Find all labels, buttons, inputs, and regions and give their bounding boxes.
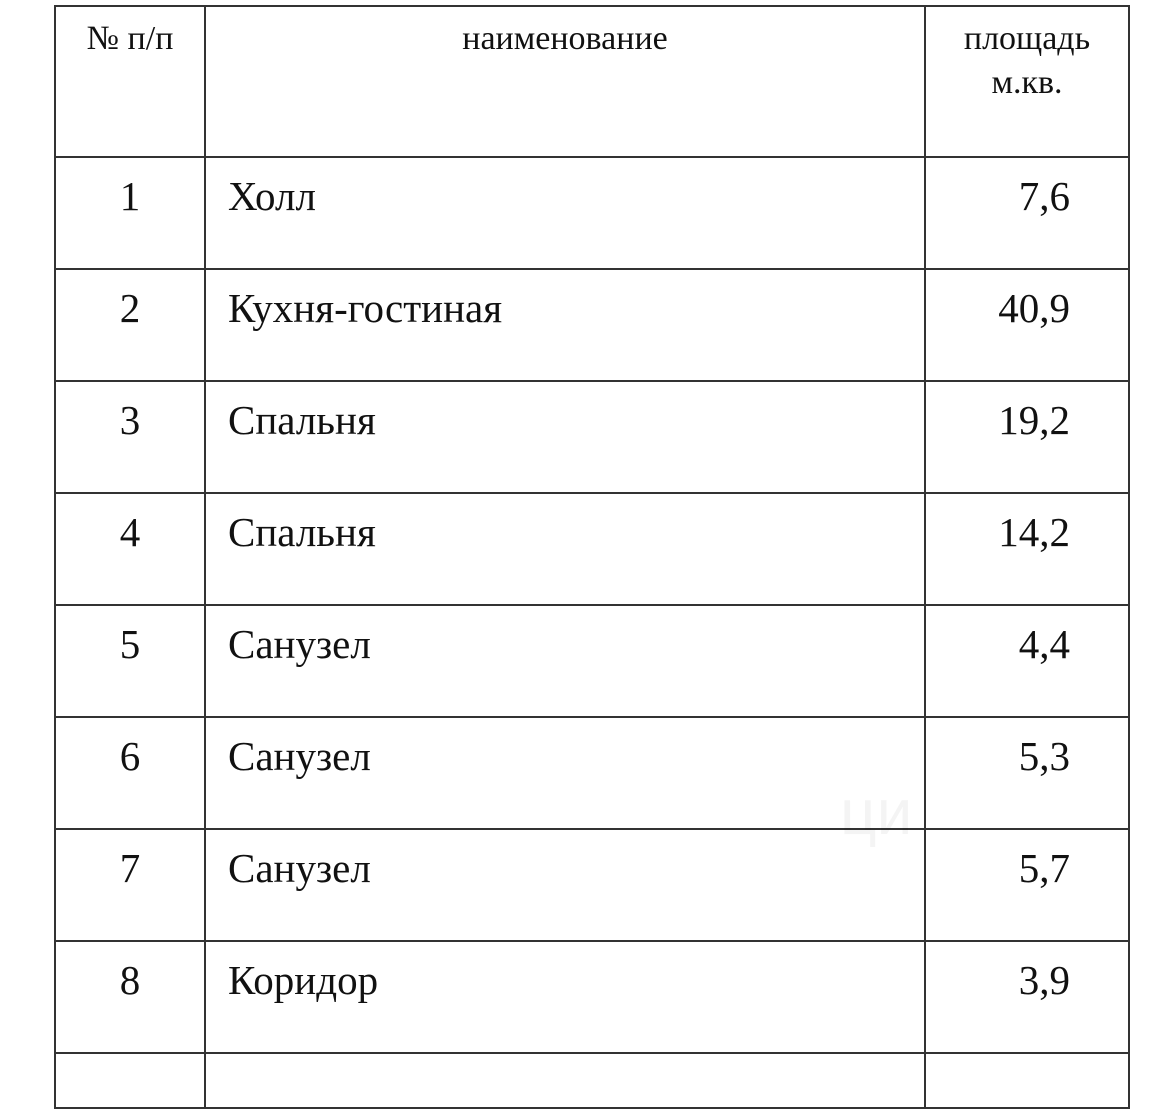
row-area: 7,6: [924, 156, 1130, 270]
row-name: Спальня: [204, 380, 926, 494]
header-row: № п/п наименование площадь м.кв.: [54, 5, 1130, 158]
table-row: 3 Спальня 19,2: [54, 380, 1130, 494]
header-area-line1: площадь: [963, 20, 1091, 57]
row-name: Санузел: [204, 828, 926, 942]
row-number: 7: [54, 828, 206, 942]
row-area: 3,9: [924, 940, 1130, 1054]
table-row: 5 Санузел 4,4: [54, 604, 1130, 718]
table-row: 4 Спальня 14,2: [54, 492, 1130, 606]
rooms-table: № п/п наименование площадь м.кв. 1 Холл 7,6…: [54, 5, 1130, 1109]
row-name: Санузел: [204, 716, 926, 830]
row-name: Кухня-гостиная: [204, 268, 926, 382]
row-number: 3: [54, 380, 206, 494]
row-name: Коридор: [204, 940, 926, 1054]
table-row: 8 Коридор 3,9: [54, 940, 1130, 1054]
watermark-logo: ци: [840, 775, 912, 849]
row-number: 4: [54, 492, 206, 606]
row-number: 1: [54, 156, 206, 270]
row-area: 4,4: [924, 604, 1130, 718]
row-area: 19,2: [924, 380, 1130, 494]
table-row: 7 Санузел 5,7: [54, 828, 1130, 942]
row-number: 8: [54, 940, 206, 1054]
row-area: 40,9: [924, 268, 1130, 382]
table-row-empty: [54, 1052, 1130, 1109]
row-number: 5: [54, 604, 206, 718]
table-row: 2 Кухня-гостиная 40,9: [54, 268, 1130, 382]
row-name: Санузел: [204, 604, 926, 718]
row-name: Холл: [204, 156, 926, 270]
row-area: 14,2: [924, 492, 1130, 606]
table-row: 6 Санузел 5,3: [54, 716, 1130, 830]
row-area: 5,3: [924, 716, 1130, 830]
header-area: площадь м.кв.: [924, 5, 1130, 158]
header-name: наименование: [204, 5, 926, 158]
row-number: 6: [54, 716, 206, 830]
row-area: 5,7: [924, 828, 1130, 942]
row-number: 2: [54, 268, 206, 382]
table-row: 1 Холл 7,6: [54, 156, 1130, 270]
header-area-line2: м.кв.: [991, 64, 1063, 101]
header-number: № п/п: [54, 5, 206, 158]
row-name: Спальня: [204, 492, 926, 606]
